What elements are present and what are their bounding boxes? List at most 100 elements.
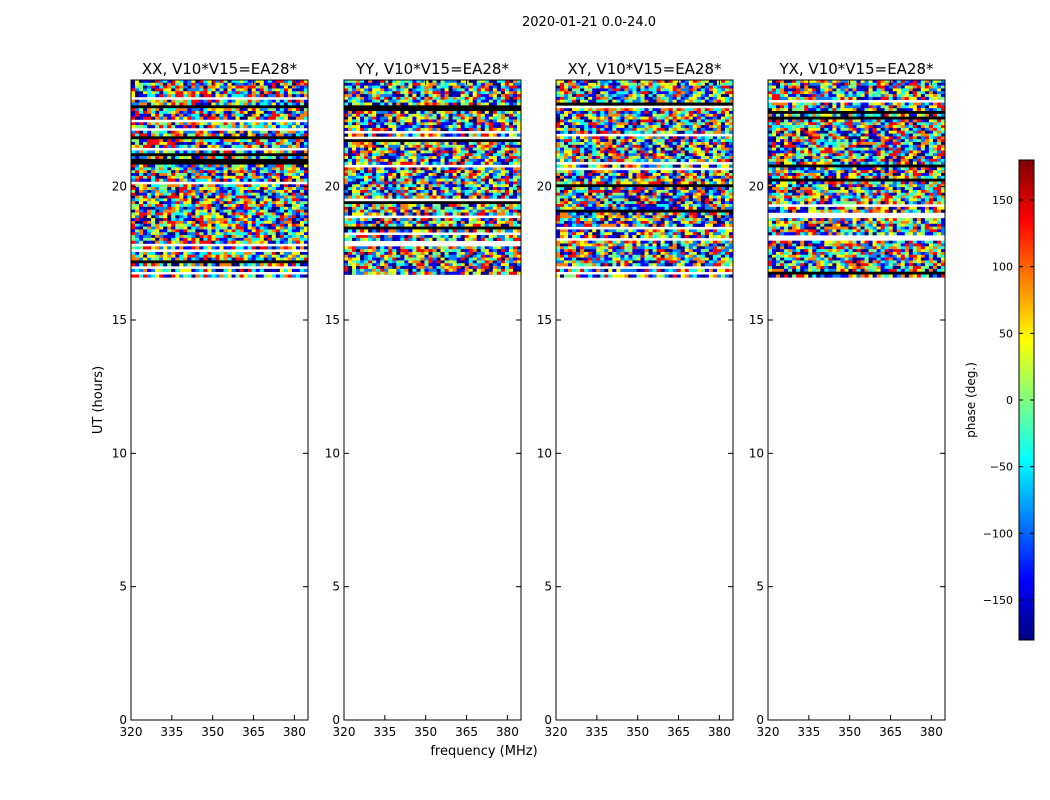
heatmap-cell bbox=[271, 111, 277, 115]
heatmap-cell bbox=[452, 263, 457, 267]
heatmap-cell bbox=[428, 204, 433, 208]
heatmap-cell bbox=[191, 133, 196, 137]
heatmap-cell bbox=[271, 218, 277, 222]
heatmap-cell bbox=[364, 271, 369, 275]
heatmap-cell bbox=[151, 251, 156, 256]
heatmap-cell bbox=[372, 119, 377, 123]
heatmap-cell bbox=[512, 99, 518, 103]
heatmap-cell bbox=[259, 130, 265, 134]
heatmap-cell bbox=[480, 170, 486, 174]
heatmap-cell bbox=[432, 257, 437, 261]
heatmap-cell bbox=[424, 80, 429, 84]
x-tick-label: 380 bbox=[496, 725, 519, 739]
heatmap-cell bbox=[247, 257, 252, 261]
heatmap-cell bbox=[460, 125, 465, 129]
heatmap-cell bbox=[211, 240, 216, 244]
heatmap-cell bbox=[247, 268, 252, 272]
heatmap-cell bbox=[239, 133, 244, 137]
heatmap-cell bbox=[416, 122, 421, 126]
heatmap-cell bbox=[372, 85, 377, 89]
heatmap-cell bbox=[388, 263, 393, 267]
heatmap-cell bbox=[191, 113, 196, 117]
heatmap-cell bbox=[420, 260, 425, 264]
heatmap-cell bbox=[287, 268, 293, 272]
heatmap-cell bbox=[219, 274, 224, 278]
heatmap-cell bbox=[356, 91, 361, 95]
heatmap-cell bbox=[376, 127, 381, 132]
heatmap-cell bbox=[207, 130, 212, 134]
heatmap-cell bbox=[135, 94, 140, 98]
heatmap-cell bbox=[344, 99, 349, 103]
heatmap-cell bbox=[468, 82, 474, 86]
heatmap-cell bbox=[163, 178, 168, 182]
heatmap-cell bbox=[584, 80, 589, 84]
heatmap-cell bbox=[512, 113, 518, 117]
heatmap-cell bbox=[388, 122, 393, 126]
heatmap-cell bbox=[219, 85, 224, 89]
heatmap-cell bbox=[291, 251, 297, 256]
heatmap-cell bbox=[187, 229, 192, 233]
heatmap-cell bbox=[464, 220, 470, 225]
heatmap-cell bbox=[199, 91, 204, 95]
heatmap-cell bbox=[404, 220, 409, 225]
heatmap-cell bbox=[195, 204, 200, 208]
heatmap-cell bbox=[235, 215, 240, 219]
heatmap-cell bbox=[452, 116, 457, 120]
heatmap-cell bbox=[472, 271, 478, 275]
heatmap-cell bbox=[484, 125, 490, 129]
heatmap-cell bbox=[223, 209, 228, 213]
heatmap-cell bbox=[143, 246, 148, 250]
heatmap-cell bbox=[364, 156, 369, 160]
heatmap-cell bbox=[263, 139, 269, 143]
heatmap-cell bbox=[155, 80, 160, 84]
heatmap-cell bbox=[384, 85, 389, 89]
heatmap-cell bbox=[207, 212, 212, 216]
heatmap-cell bbox=[480, 173, 486, 177]
heatmap-cell bbox=[360, 189, 365, 194]
heatmap-cell bbox=[412, 268, 417, 272]
heatmap-cell bbox=[472, 266, 478, 270]
heatmap-cell bbox=[207, 102, 212, 106]
heatmap-cell bbox=[179, 82, 184, 86]
heatmap-cell bbox=[368, 173, 373, 177]
heatmap-cell bbox=[388, 96, 393, 101]
heatmap-cell bbox=[472, 80, 478, 84]
heatmap-cell bbox=[372, 189, 377, 194]
heatmap-cell bbox=[279, 88, 285, 92]
heatmap-cell bbox=[480, 80, 486, 84]
heatmap-cell bbox=[283, 206, 289, 210]
heatmap-cell bbox=[279, 139, 285, 143]
heatmap-cell bbox=[231, 187, 236, 191]
heatmap-cell bbox=[223, 229, 228, 233]
heatmap-cell bbox=[444, 249, 449, 253]
heatmap-cell bbox=[283, 187, 289, 191]
heatmap-cell bbox=[263, 209, 269, 213]
heatmap-cell bbox=[396, 218, 401, 222]
heatmap-cell bbox=[187, 130, 192, 134]
heatmap-cell bbox=[476, 144, 482, 148]
heatmap-cell bbox=[512, 268, 518, 272]
heatmap-cell bbox=[508, 102, 514, 106]
heatmap-cell bbox=[352, 91, 357, 95]
heatmap-cell bbox=[187, 223, 192, 227]
heatmap-cell bbox=[299, 125, 305, 129]
heatmap-cell bbox=[291, 111, 297, 115]
heatmap-cell bbox=[512, 142, 518, 146]
heatmap-cell bbox=[151, 198, 156, 202]
heatmap-cell bbox=[428, 116, 433, 120]
heatmap-cell bbox=[504, 125, 510, 129]
heatmap-cell bbox=[223, 274, 228, 278]
heatmap-cell bbox=[199, 232, 204, 236]
y-tick-label: 0 bbox=[332, 713, 340, 727]
heatmap-cell bbox=[400, 249, 405, 253]
heatmap-cell bbox=[131, 240, 136, 244]
heatmap-cell bbox=[263, 99, 269, 103]
heatmap-cell bbox=[223, 113, 228, 117]
heatmap-cell bbox=[151, 226, 156, 230]
heatmap-cell bbox=[295, 91, 301, 95]
heatmap-cell bbox=[392, 181, 397, 185]
heatmap-cell bbox=[139, 187, 144, 191]
heatmap-cell bbox=[223, 150, 228, 154]
heatmap-cell bbox=[211, 246, 216, 250]
heatmap-cell bbox=[408, 206, 413, 210]
